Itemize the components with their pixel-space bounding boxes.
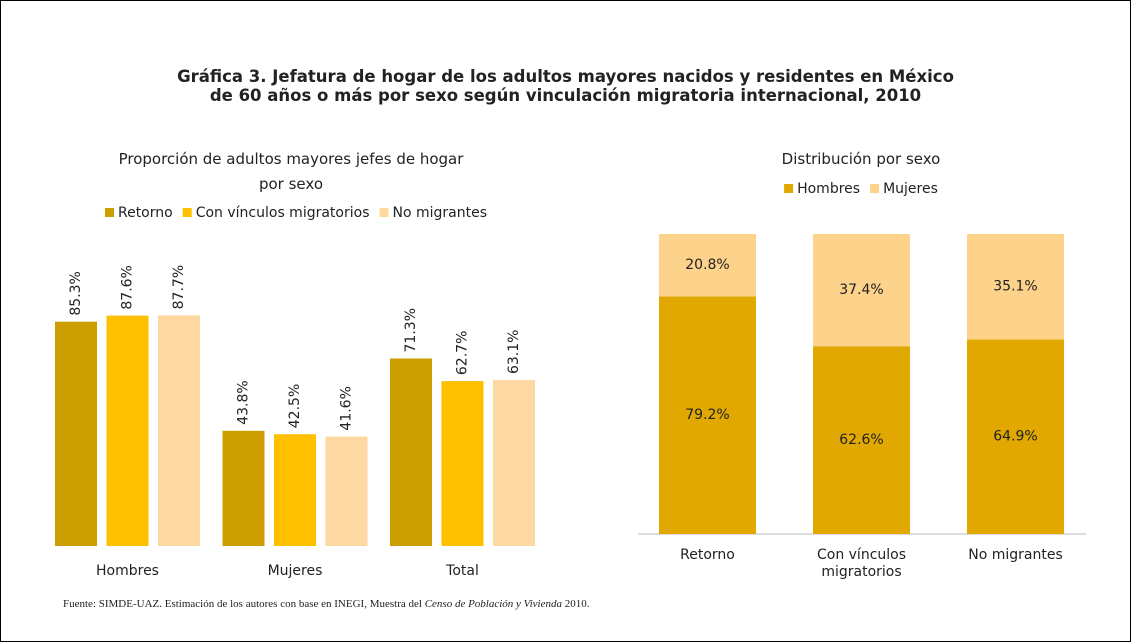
chart-title: Distribución por sexo (781, 150, 941, 168)
legend-label: No migrantes (393, 205, 488, 221)
source-text: Fuente: SIMDE-UAZ. Estimación de los aut… (63, 598, 425, 610)
bar (390, 358, 432, 546)
data-label: 20.8% (685, 257, 729, 273)
bar-segment (659, 296, 756, 534)
data-label: 43.8% (236, 380, 252, 424)
data-label: 87.6% (120, 265, 136, 309)
source-italic: Censo de Población y Vivienda (424, 598, 562, 610)
bar (222, 430, 265, 546)
data-label: 41.6% (339, 386, 355, 430)
bar (274, 434, 316, 546)
x-tick-label: Total (445, 563, 479, 579)
x-tick-label: Mujeres (268, 563, 323, 579)
data-label: 62.6% (839, 432, 883, 448)
legend-swatch (379, 208, 389, 217)
data-label: 62.7% (455, 331, 471, 375)
source-end: 2010. (561, 598, 590, 610)
bar (493, 380, 535, 546)
x-tick-label: Con vínculos migratorios (816, 547, 907, 580)
legend-label: Retorno (118, 205, 173, 221)
chart-title: Proporción de adultos mayores jefes de h… (118, 150, 464, 193)
legend-label: Hombres (797, 181, 860, 197)
bar-segment (659, 234, 756, 297)
legend-label: Mujeres (883, 181, 938, 197)
data-label: 64.9% (993, 429, 1037, 445)
bar (441, 381, 484, 546)
title-line: de 60 años o más por sexo según vinculac… (209, 86, 922, 105)
data-label: 37.4% (839, 282, 883, 298)
legend-swatch (104, 208, 114, 217)
bar-segment (813, 234, 910, 347)
data-label: 79.2% (685, 407, 729, 423)
data-label: 42.5% (287, 384, 303, 428)
x-tick-label: No migrantes (968, 547, 1063, 563)
bar-segment (967, 339, 1064, 534)
x-tick-label: Hombres (96, 563, 159, 579)
bar-segment (967, 234, 1064, 340)
legend-label: Con vínculos migratorios (196, 205, 370, 221)
bar-segment (813, 346, 910, 534)
legend-swatch (784, 184, 794, 193)
source: Fuente: SIMDE-UAZ. Estimación de los aut… (63, 598, 589, 610)
data-label: 87.7% (171, 265, 187, 309)
bar (325, 436, 368, 546)
bar (106, 315, 149, 546)
legend-swatch (182, 208, 192, 217)
data-label: 71.3% (403, 308, 419, 352)
bar (158, 315, 200, 546)
bar (55, 321, 97, 546)
data-label: 35.1% (993, 279, 1037, 295)
data-label: 63.1% (506, 330, 522, 374)
x-tick-label: Retorno (680, 547, 735, 563)
legend-swatch (870, 184, 880, 193)
title-line: Gráfica 3. Jefatura de hogar de los adul… (177, 67, 954, 86)
data-label: 85.3% (68, 271, 84, 315)
